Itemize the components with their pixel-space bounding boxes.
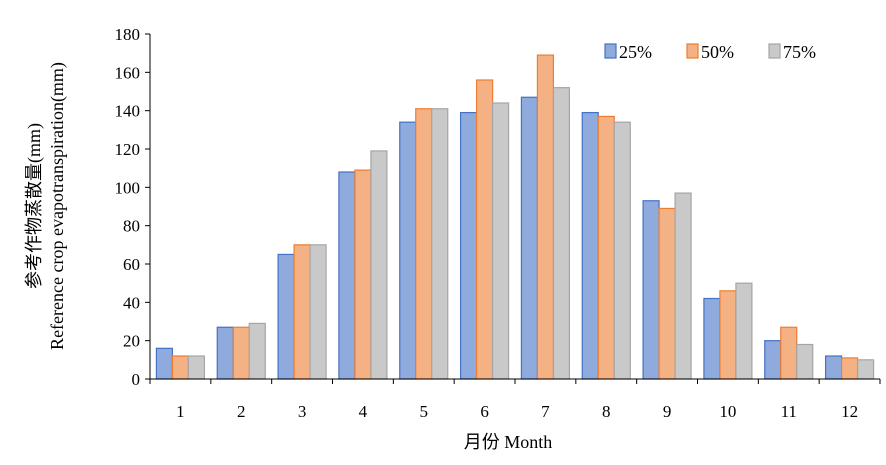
bar-series-3-month-1 [187, 355, 206, 380]
bar-series-3-month-10 [735, 282, 753, 380]
y-tick-label: 160 [115, 63, 141, 82]
bar-series-2-month-8 [597, 115, 615, 380]
x-tick-label: 1 [176, 402, 185, 421]
bar-series-2-month-4 [354, 169, 372, 380]
bar-series-1-month-12 [824, 355, 843, 380]
bar-series-2-month-6 [475, 79, 494, 380]
bar-series-3-month-8 [613, 121, 631, 380]
bars-layer [155, 54, 875, 380]
bar-series-3-month-6 [491, 102, 510, 380]
bar-series-2-month-1 [171, 355, 190, 380]
y-tick-label: 0 [132, 370, 141, 389]
bar-series-3-month-12 [856, 359, 875, 380]
bar-series-1-month-9 [642, 200, 660, 380]
bar-series-1-month-5 [399, 121, 417, 380]
y-axis-ticks: 0 20 40 60 80 100 120 140 160 180 [115, 25, 150, 389]
bar-series-3-month-9 [674, 192, 692, 380]
bar-series-1-month-1 [155, 347, 174, 380]
legend-swatch-1 [604, 43, 617, 59]
y-tick-label: 80 [123, 217, 140, 236]
x-tick-label: 3 [298, 402, 307, 421]
bar-series-1-month-10 [703, 297, 721, 380]
bar-series-2-month-2 [232, 326, 250, 380]
bar-series-3-month-5 [431, 108, 449, 380]
x-tick-label: 11 [781, 402, 797, 421]
x-tick-label: 4 [359, 402, 368, 421]
bar-series-1-month-4 [338, 171, 356, 380]
legend-swatch-2 [686, 43, 699, 59]
x-tick-label: 2 [237, 402, 246, 421]
x-tick-label: 5 [420, 402, 429, 421]
legend-swatch-3 [768, 43, 781, 59]
bar-series-1-month-11 [764, 340, 782, 380]
y-tick-label: 140 [115, 102, 141, 121]
bar-series-2-month-3 [293, 244, 311, 380]
y-tick-label: 120 [115, 140, 141, 159]
bar-series-3-month-2 [248, 322, 266, 380]
y-axis-title-en: Reference crop evapotranspiration(mm) [47, 62, 68, 350]
bar-series-1-month-6 [459, 111, 478, 380]
x-tick-label: 8 [602, 402, 611, 421]
bar-series-1-month-3 [277, 253, 295, 380]
bar-series-1-month-8 [581, 111, 599, 380]
bar-series-3-month-4 [370, 150, 388, 380]
x-axis-title: 月份 Month [464, 432, 553, 452]
x-tick-label: 7 [541, 402, 550, 421]
bar-series-2-month-12 [840, 357, 859, 380]
x-tick-label: 6 [480, 402, 489, 421]
bar-series-2-month-10 [719, 290, 737, 380]
legend: 25% 50% 75% [604, 42, 816, 62]
bar-series-2-month-7 [536, 54, 555, 380]
y-tick-label: 20 [123, 332, 140, 351]
legend-label-2: 50% [701, 42, 734, 62]
legend-label-3: 75% [783, 42, 816, 62]
bar-series-2-month-9 [658, 207, 676, 380]
y-tick-label: 60 [123, 255, 140, 274]
bar-series-3-month-3 [309, 244, 327, 380]
bar-series-3-month-11 [796, 343, 814, 380]
bar-series-1-month-2 [216, 326, 234, 380]
y-tick-label: 100 [115, 178, 141, 197]
x-tick-label: 10 [719, 402, 736, 421]
bar-series-2-month-5 [415, 108, 433, 380]
y-tick-label: 40 [123, 293, 140, 312]
bar-series-3-month-7 [552, 87, 571, 380]
bar-series-2-month-11 [780, 326, 798, 380]
y-axis-title-cn: 参考作物蒸散量(mm) [24, 123, 45, 289]
x-axis-ticks: 1 2 3 4 5 6 7 8 9 10 11 12 [149, 379, 881, 421]
bar-series-1-month-7 [520, 96, 539, 380]
y-tick-label: 180 [115, 25, 141, 44]
legend-label-1: 25% [619, 42, 652, 62]
x-tick-label: 9 [663, 402, 672, 421]
x-tick-label: 12 [841, 402, 858, 421]
